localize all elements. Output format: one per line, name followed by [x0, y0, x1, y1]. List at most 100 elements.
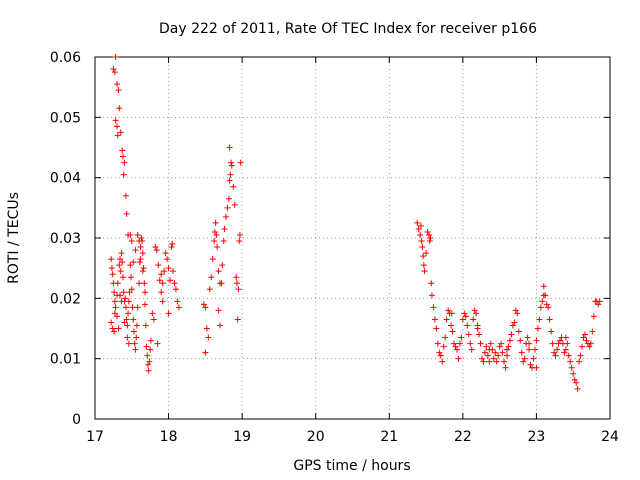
data-point: [570, 370, 577, 377]
data-point: [228, 162, 235, 169]
data-point: [461, 310, 468, 317]
data-point: [139, 250, 146, 257]
data-point: [222, 213, 229, 220]
data-point: [136, 259, 143, 266]
data-point: [506, 337, 513, 344]
data-point: [443, 316, 450, 323]
data-point: [462, 313, 469, 320]
data-point: [215, 268, 222, 275]
data-point: [423, 250, 430, 257]
data-point: [123, 316, 130, 323]
x-tick-label: 22: [454, 429, 472, 445]
data-point: [478, 355, 485, 362]
data-point: [109, 325, 116, 332]
data-point: [417, 231, 424, 238]
data-point: [144, 352, 151, 359]
data-point: [504, 346, 510, 353]
data-point: [419, 244, 426, 251]
data-point: [504, 352, 510, 359]
data-point: [142, 301, 149, 308]
data-point: [508, 331, 515, 338]
data-point: [154, 340, 161, 347]
data-point: [121, 319, 128, 326]
data-point: [498, 340, 505, 347]
data-point: [132, 247, 139, 254]
data-point: [172, 286, 179, 293]
data-point: [130, 259, 137, 266]
data-point: [158, 271, 165, 278]
y-axis-label: ROTI / TECUs: [6, 192, 22, 284]
data-point: [120, 289, 127, 296]
data-point: [445, 307, 452, 314]
data-point: [142, 322, 149, 329]
data-point: [583, 337, 590, 344]
data-point: [418, 238, 425, 245]
data-point: [225, 195, 232, 202]
data-point: [117, 129, 124, 136]
data-point: [128, 274, 135, 281]
data-point: [152, 244, 159, 251]
grid-lines: [95, 57, 610, 419]
data-point: [162, 250, 169, 257]
data-point: [137, 256, 144, 263]
data-point: [116, 262, 123, 269]
data-point: [126, 289, 133, 296]
data-point: [128, 238, 135, 245]
data-point: [211, 228, 218, 235]
data-point: [428, 292, 435, 299]
data-point: [147, 337, 154, 344]
data-point: [114, 280, 121, 287]
data-point: [470, 316, 477, 323]
data-point: [562, 346, 569, 353]
data-point: [109, 271, 116, 278]
data-point: [453, 346, 460, 353]
data-point: [509, 322, 516, 329]
data-point: [481, 349, 488, 356]
data-point: [442, 334, 449, 341]
data-point: [484, 352, 491, 359]
data-point: [200, 301, 207, 308]
data-point: [543, 301, 550, 308]
data-point: [236, 238, 243, 245]
data-point: [130, 328, 137, 335]
data-point: [119, 274, 126, 281]
data-point: [230, 183, 237, 190]
data-point: [552, 352, 559, 359]
data-point: [505, 343, 512, 350]
data-point: [518, 349, 525, 356]
data-point: [217, 322, 224, 329]
data-point: [124, 322, 131, 329]
data-point: [123, 210, 130, 217]
y-tick-label: 0.03: [50, 231, 81, 247]
data-point: [114, 313, 121, 320]
data-point: [111, 69, 118, 76]
data-point: [219, 262, 226, 269]
data-point: [431, 316, 438, 323]
data-point: [581, 331, 588, 338]
data-point: [480, 358, 487, 365]
data-point: [153, 247, 160, 254]
data-point: [142, 289, 149, 296]
data-point: [448, 322, 455, 329]
data-point: [165, 310, 172, 317]
data-point: [595, 301, 602, 308]
y-tick-label: 0.06: [50, 50, 81, 66]
data-point: [169, 241, 176, 248]
data-point: [426, 231, 433, 238]
data-point: [489, 346, 496, 353]
data-point: [114, 132, 121, 139]
data-point: [424, 228, 431, 235]
data-point: [175, 304, 182, 311]
data-point: [451, 340, 458, 347]
data-point: [561, 349, 568, 356]
data-point: [589, 328, 596, 335]
data-point: [233, 274, 240, 281]
data-point: [114, 81, 121, 88]
data-point: [147, 346, 154, 353]
data-point: [537, 304, 544, 311]
data-point: [155, 262, 162, 269]
data-point: [465, 331, 472, 338]
data-point: [220, 238, 227, 245]
data-point: [117, 256, 124, 263]
